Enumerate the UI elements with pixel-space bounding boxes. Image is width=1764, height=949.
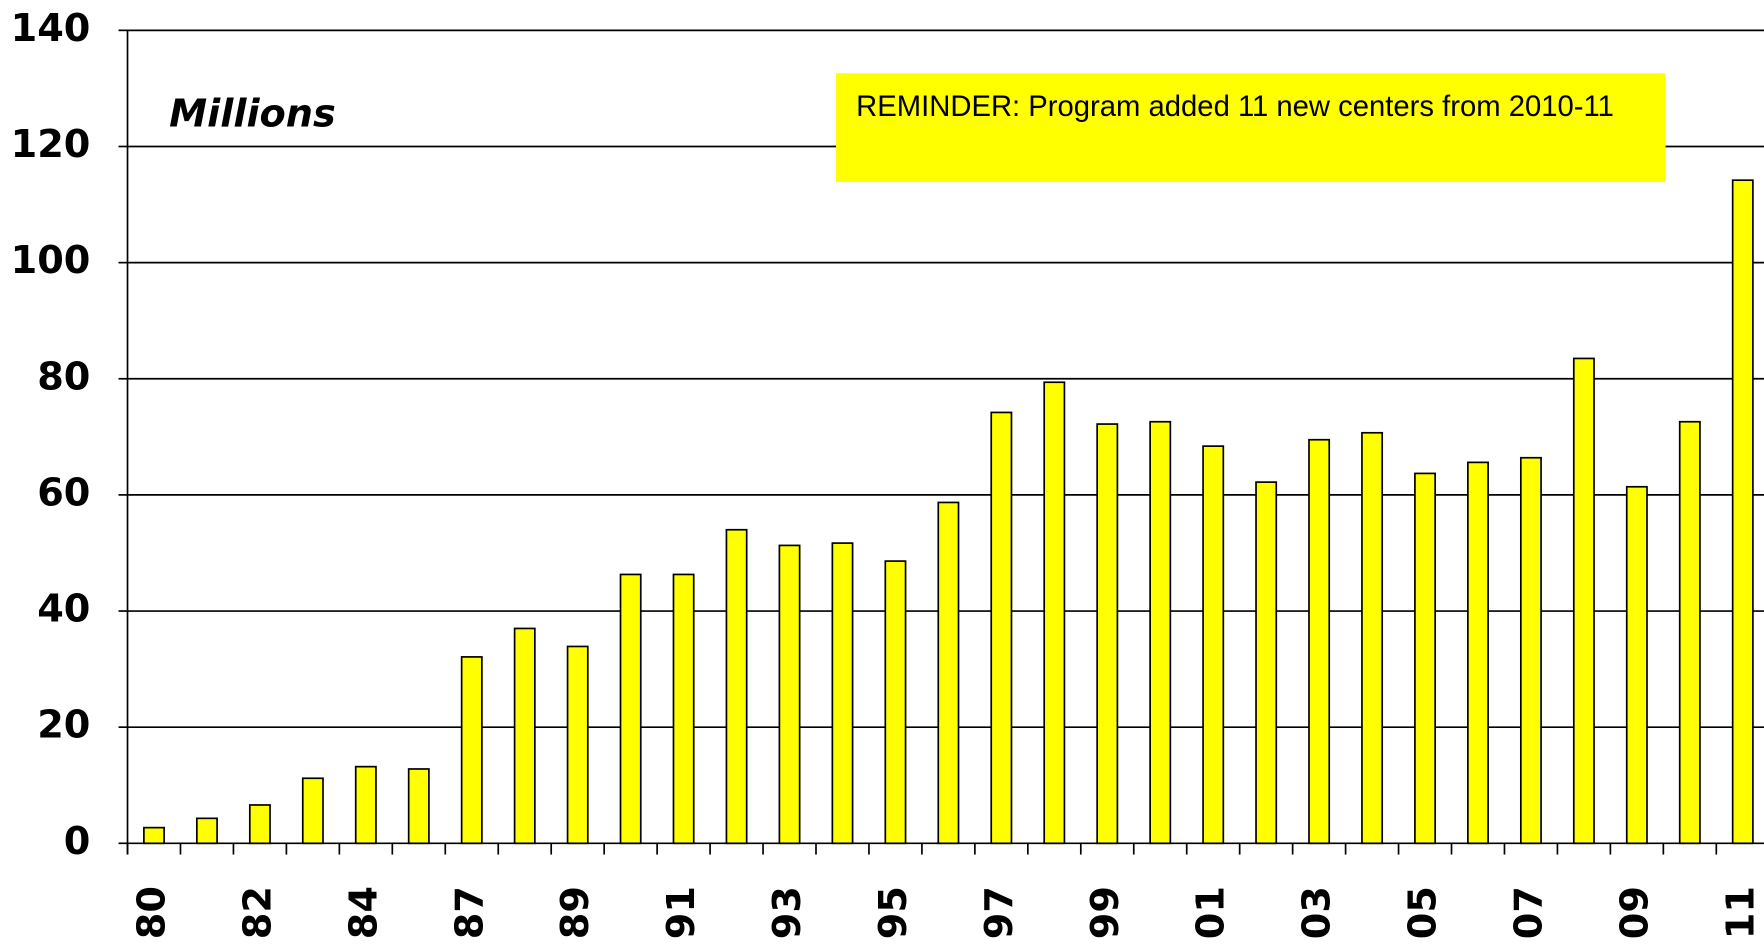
bar	[195, 817, 218, 845]
bar	[1731, 179, 1754, 845]
y-axis-label: Millions	[169, 92, 336, 136]
annotation-box: REMINDER: Program added 11 new centers f…	[835, 73, 1666, 183]
bar	[990, 411, 1013, 845]
y-tick-label: 140	[11, 7, 91, 51]
bar	[1202, 445, 1225, 845]
bar	[1625, 485, 1648, 845]
x-tick-label: 01	[1190, 886, 1234, 939]
bar	[725, 528, 748, 845]
x-tick-label: 80	[131, 886, 175, 939]
bar	[143, 826, 165, 845]
x-tick-label: 03	[1296, 886, 1340, 939]
bar	[1414, 472, 1436, 845]
bar	[1255, 481, 1278, 845]
bar	[1678, 420, 1701, 845]
bar	[884, 560, 907, 845]
x-tick-label: 11	[1719, 886, 1763, 939]
x-tick-label: 09	[1613, 886, 1657, 939]
bar	[937, 501, 960, 845]
y-tick-label: 0	[64, 820, 91, 864]
y-tick-label: 80	[37, 355, 90, 399]
x-tick-label: 93	[766, 886, 810, 939]
annotation: REMINDER: Program added 11 new centers f…	[835, 73, 1666, 183]
bar	[1043, 381, 1066, 845]
y-tick-label: 20	[37, 704, 90, 748]
bar	[619, 573, 642, 845]
y-tick-label: 40	[37, 588, 90, 632]
x-tick-label: 07	[1507, 886, 1551, 939]
bar	[301, 777, 324, 845]
x-tick-label: 99	[1084, 886, 1128, 939]
bar	[1096, 423, 1119, 845]
x-tick-label: 05	[1402, 886, 1446, 939]
x-tick-label: 91	[660, 886, 704, 939]
bar	[354, 765, 377, 845]
bar	[1308, 438, 1331, 845]
bar	[1467, 461, 1489, 845]
x-tick-label: 82	[236, 886, 280, 939]
y-tick-label: 60	[37, 471, 90, 515]
bar	[407, 768, 430, 845]
bar	[1149, 420, 1172, 845]
bar	[1572, 357, 1595, 845]
x-tick-label: 89	[554, 886, 598, 939]
y-tick-label: 100	[11, 239, 91, 283]
bar	[248, 804, 271, 845]
bar	[1519, 456, 1542, 845]
bar	[672, 573, 695, 845]
x-tick-label: 84	[342, 886, 386, 939]
bar	[513, 627, 536, 845]
x-tick-label: 87	[448, 886, 492, 939]
x-tick-label: 95	[872, 886, 916, 939]
bar	[778, 544, 801, 845]
bar	[460, 656, 483, 845]
bar	[1361, 431, 1384, 845]
bar	[831, 542, 854, 845]
y-tick-label: 120	[11, 123, 91, 167]
x-tick-label: 97	[978, 886, 1022, 939]
bar	[566, 645, 589, 845]
